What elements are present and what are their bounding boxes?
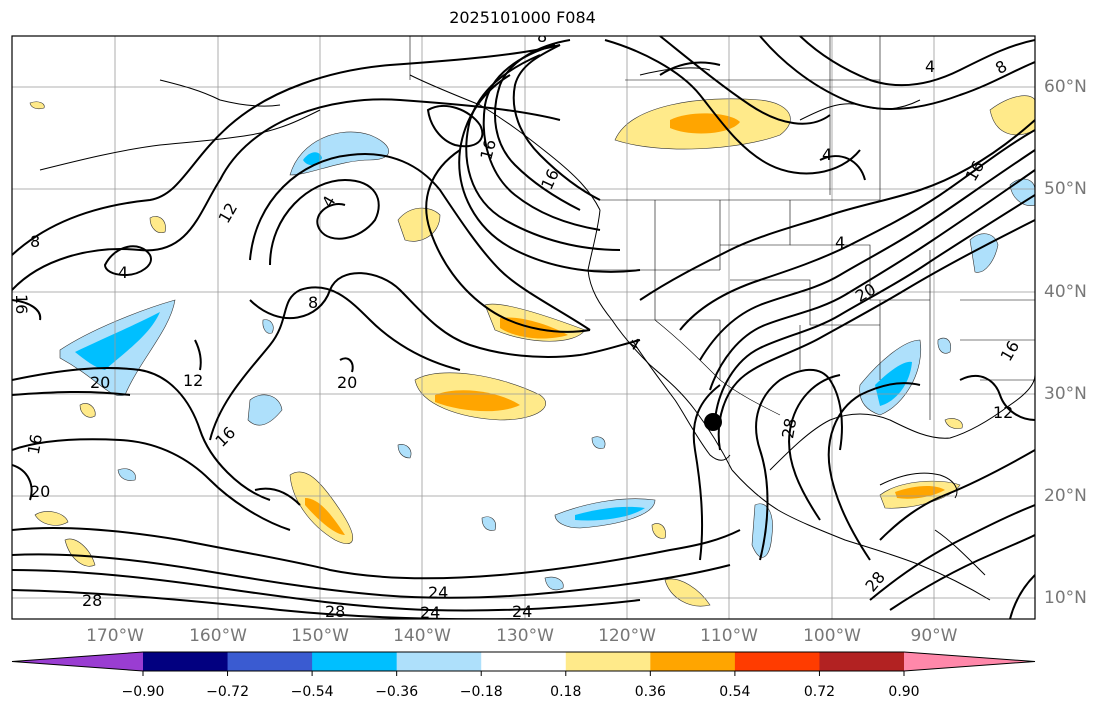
contour-label: 16 <box>476 137 500 162</box>
colorbar-tick-label: −0.90 <box>121 684 165 700</box>
colorbar-segment <box>734 652 820 671</box>
colorbar-tick-label: 0.72 <box>803 684 836 700</box>
lat-label-30n: 30°N <box>1044 384 1087 404</box>
colorbar-segment <box>481 652 567 671</box>
lon-label-110w: 110°W <box>700 626 758 646</box>
colorbar-segment <box>227 652 313 671</box>
lon-label-120w: 120°W <box>598 626 656 646</box>
contour-label: 4 <box>118 263 128 282</box>
lon-label-160w: 160°W <box>189 626 247 646</box>
contour-label: 20 <box>337 373 357 392</box>
contour-label: 12 <box>183 371 203 390</box>
colorbar-segment <box>819 652 905 671</box>
contour-label: 24 <box>420 603 440 622</box>
weather-map: 4 8 8 16 12 4 8 16 16 20 12 20 16 16 20 … <box>11 27 1036 622</box>
colorbar <box>11 651 1036 676</box>
contour-label: 28 <box>778 417 800 440</box>
contour-label: 4 <box>822 145 832 164</box>
contour-label: 4 <box>835 233 845 252</box>
colorbar-tick-label: 0.54 <box>719 684 751 700</box>
storm-center-marker <box>704 413 722 431</box>
colorbar-tick-label: 0.18 <box>550 684 582 700</box>
colorbar-tick-label: −0.36 <box>375 684 419 700</box>
colorbar-tick-label: −0.54 <box>290 684 334 700</box>
contour-label: 20 <box>90 373 110 392</box>
colorbar-segment <box>650 652 736 671</box>
contour-label: 28 <box>325 602 345 621</box>
colorbar-tick-label: −0.18 <box>459 684 503 700</box>
contour-label: 28 <box>82 591 102 610</box>
map-title: 2025101000 F084 <box>449 8 596 27</box>
contour-label: 4 <box>925 57 935 76</box>
colorbar-tick-label: 0.90 <box>888 684 920 700</box>
colorbar-segment <box>396 652 482 671</box>
lon-label-100w: 100°W <box>803 626 861 646</box>
contour-label: 16 <box>24 433 46 456</box>
colorbar-segments <box>11 651 1036 672</box>
lon-label-130w: 130°W <box>496 626 554 646</box>
lat-lon-grid <box>12 36 1035 619</box>
contour-lines-layer <box>12 36 1035 619</box>
shaded-anomaly-layer <box>29 95 1035 607</box>
lat-label-10n: 10°N <box>1044 588 1087 608</box>
contour-label: 20 <box>30 482 50 501</box>
colorbar-tick-label: −0.72 <box>206 684 249 700</box>
colorbar-tick-label: 0.36 <box>634 684 666 700</box>
colorbar-segment <box>312 652 398 671</box>
contour-label: 8 <box>537 27 547 46</box>
lon-label-170w: 170°W <box>86 626 144 646</box>
lat-label-20n: 20°N <box>1044 486 1087 506</box>
contour-label: 8 <box>308 293 318 312</box>
lon-label-90w: 90°W <box>910 626 958 646</box>
contour-label: 16 <box>12 294 31 314</box>
lat-label-40n: 40°N <box>1044 282 1087 302</box>
colorbar-segment <box>565 652 651 671</box>
contour-label: 8 <box>30 232 40 251</box>
contour-label: 24 <box>512 602 532 621</box>
lon-label-150w: 150°W <box>291 626 349 646</box>
lon-label-140w: 140°W <box>393 626 451 646</box>
lat-label-50n: 50°N <box>1044 179 1087 199</box>
colorbar-extend-low <box>12 652 143 671</box>
colorbar-segment <box>143 652 229 671</box>
contour-label: 12 <box>993 403 1013 422</box>
colorbar-extend-high <box>904 652 1035 671</box>
map-frame <box>11 35 1036 620</box>
lat-label-60n: 60°N <box>1044 77 1087 97</box>
colorbar-ticks <box>142 671 905 676</box>
contour-label: 24 <box>428 583 448 602</box>
